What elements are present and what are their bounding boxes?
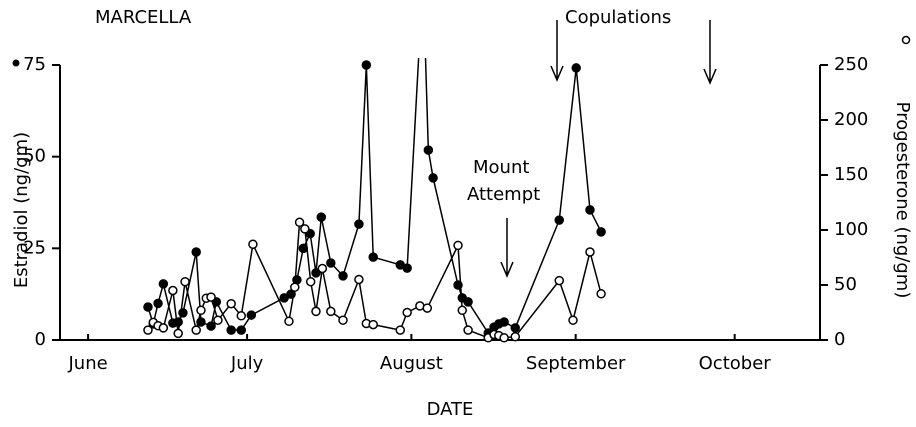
y-axis-label: Estradiol (ng/gm) xyxy=(11,132,32,288)
annotation: Attempt xyxy=(467,184,540,205)
point xyxy=(338,271,348,281)
point xyxy=(368,319,378,330)
y2label-marker xyxy=(901,35,911,45)
point xyxy=(196,305,206,316)
point xyxy=(402,263,412,273)
point xyxy=(338,315,348,325)
point xyxy=(173,317,183,327)
series-line xyxy=(147,58,602,335)
y-tick-label: 25 xyxy=(23,237,46,258)
point xyxy=(317,263,328,274)
point xyxy=(463,297,473,307)
point xyxy=(153,298,163,309)
point xyxy=(226,298,236,309)
point xyxy=(168,285,178,296)
point xyxy=(158,323,169,333)
point xyxy=(326,258,336,268)
y2-tick-label: 0 xyxy=(834,329,845,350)
point xyxy=(554,275,564,286)
y-tick-label: 75 xyxy=(23,54,46,75)
point xyxy=(158,279,169,289)
point xyxy=(173,328,183,339)
point xyxy=(316,212,327,222)
y2-tick-label: 250 xyxy=(834,54,868,75)
point xyxy=(206,292,216,302)
point xyxy=(248,239,258,250)
point xyxy=(143,302,153,312)
point xyxy=(596,289,606,299)
point xyxy=(463,325,473,335)
point xyxy=(326,306,336,317)
y-tick-label: 0 xyxy=(35,329,46,350)
point xyxy=(453,240,463,251)
point xyxy=(213,315,223,325)
point xyxy=(284,316,294,327)
point xyxy=(206,321,216,331)
ylabel-marker xyxy=(12,59,20,67)
point xyxy=(226,325,236,335)
point xyxy=(510,331,521,342)
point xyxy=(191,325,201,335)
point xyxy=(499,333,509,343)
point xyxy=(571,63,581,73)
point xyxy=(236,325,247,335)
point xyxy=(423,145,434,155)
point xyxy=(246,310,257,320)
x-tick-label: July xyxy=(230,353,264,374)
y2-axis-label: Progesterone (ng/gm) xyxy=(892,102,913,299)
point xyxy=(368,252,378,262)
point xyxy=(422,303,433,313)
point xyxy=(191,247,201,257)
point xyxy=(596,227,606,237)
point xyxy=(568,315,578,325)
y-tick-label: 50 xyxy=(23,146,46,167)
x-tick-label: August xyxy=(380,353,443,374)
axes xyxy=(59,65,821,341)
point xyxy=(585,247,595,257)
point xyxy=(361,60,372,70)
point xyxy=(395,325,406,335)
point xyxy=(554,215,564,225)
x-tick-label: October xyxy=(699,353,772,374)
plot-area xyxy=(143,58,606,343)
point xyxy=(428,173,438,183)
point xyxy=(143,325,153,335)
point xyxy=(354,219,364,229)
point xyxy=(290,282,300,292)
point xyxy=(457,305,468,316)
arrows xyxy=(500,20,717,278)
y2-tick-label: 150 xyxy=(834,164,868,185)
point xyxy=(510,323,521,333)
point xyxy=(311,268,321,278)
y2-tick-label: 200 xyxy=(834,109,868,130)
point xyxy=(180,276,190,287)
y2-tick-label: 50 xyxy=(834,274,857,295)
point xyxy=(300,224,310,234)
x-tick-label: September xyxy=(526,353,626,374)
x-axis-label: DATE xyxy=(427,399,474,420)
x-tick-label: June xyxy=(67,353,107,374)
point xyxy=(236,311,247,321)
point xyxy=(294,217,305,228)
point xyxy=(585,205,595,215)
annotation: Copulations xyxy=(565,7,671,28)
point xyxy=(354,274,364,285)
point xyxy=(305,276,316,287)
y2-tick-label: 100 xyxy=(834,219,868,240)
point xyxy=(311,306,321,317)
annotation: Mount xyxy=(473,157,529,178)
point xyxy=(402,307,412,318)
chart-title: MARCELLA xyxy=(95,7,192,28)
point xyxy=(499,317,509,327)
